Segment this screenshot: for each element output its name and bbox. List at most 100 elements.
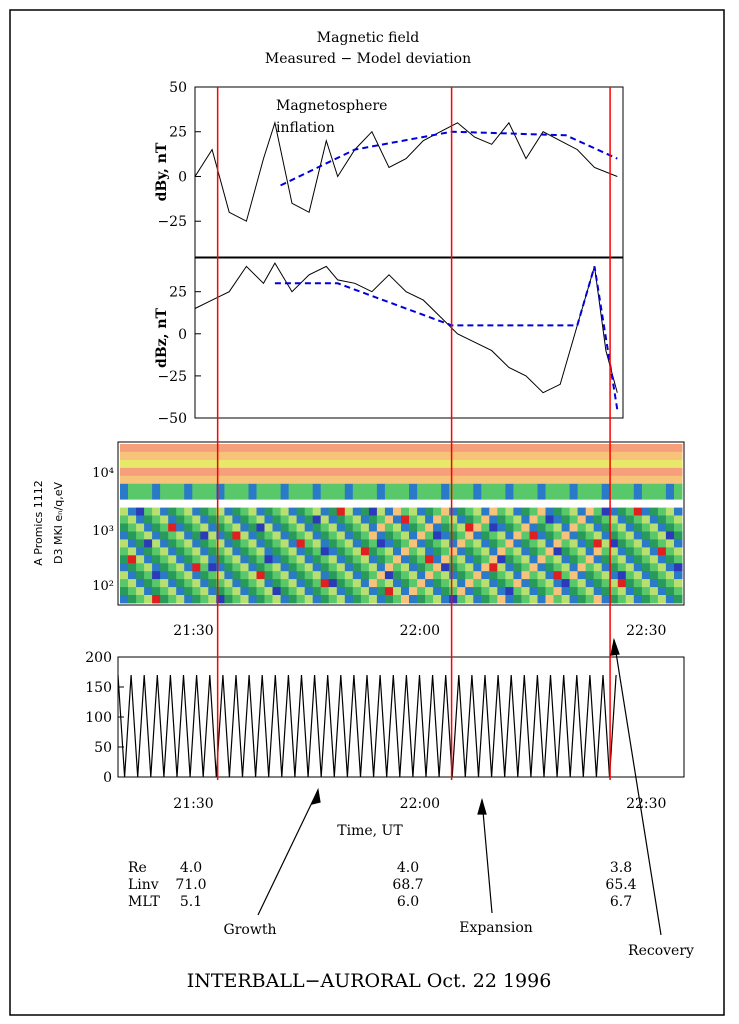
heatmap-cell: [344, 491, 354, 501]
heatmap-cell: [481, 507, 490, 516]
heatmap-cell: [232, 579, 241, 588]
ephem-label-re: Re: [128, 860, 147, 876]
heatmap-cell: [409, 555, 418, 564]
heatmap-cell: [665, 531, 675, 540]
heatmap-cell: [384, 475, 394, 485]
heatmap-cell: [120, 483, 129, 493]
heatmap-cell: [489, 483, 498, 493]
heatmap-cell: [441, 499, 450, 508]
heatmap-cell: [384, 539, 394, 548]
heatmap-cell: [401, 467, 410, 477]
heatmap-cell: [248, 475, 257, 485]
ephem-label-linv: Linv: [128, 877, 159, 893]
heatmap-cell: [320, 475, 330, 485]
heatmap-cell: [224, 587, 233, 596]
heatmap-cell: [368, 451, 378, 461]
heatmap-cell: [328, 507, 338, 516]
heatmap-cell: [529, 523, 538, 532]
heatmap-cell: [505, 499, 514, 508]
heatmap-cell: [617, 579, 627, 588]
heatmap-cell: [473, 571, 482, 580]
heatmap-cell: [553, 579, 562, 588]
heatmap-cell: [208, 444, 217, 453]
heatmap-cell: [304, 459, 314, 469]
heatmap-cell: [152, 579, 161, 588]
heatmap-cell: [609, 451, 619, 461]
heatmap-cell: [569, 491, 579, 501]
heatmap-cell: [649, 475, 659, 485]
heatmap-cell: [240, 467, 249, 477]
heatmap-cell: [457, 523, 466, 532]
heatmap-cell: [457, 507, 466, 516]
y-tick-label: −25: [157, 369, 187, 385]
heatmap-cell: [513, 459, 522, 469]
heatmap-cell: [473, 483, 482, 493]
heatmap-cell: [128, 571, 137, 580]
heatmap-cell: [144, 539, 153, 548]
heatmap-cell: [441, 563, 450, 572]
heatmap-cell: [208, 475, 217, 485]
heatmap-cell: [360, 579, 370, 588]
heatmap-cell: [240, 459, 249, 469]
heatmap-cell: [264, 563, 273, 572]
heatmap-cell: [368, 523, 378, 532]
heatmap-cell: [513, 555, 522, 564]
heatmap-cell: [393, 451, 402, 461]
heatmap-cell: [208, 571, 217, 580]
heatmap-cell: [240, 499, 249, 508]
heatmap-cell: [545, 563, 554, 572]
heatmap-cell: [489, 467, 498, 477]
heatmap-cell: [216, 539, 225, 548]
heatmap-cell: [513, 467, 522, 477]
heatmap-cell: [312, 595, 322, 604]
heatmap-cell: [489, 547, 498, 556]
heatmap-cell: [296, 515, 306, 524]
heatmap-cell: [384, 507, 394, 516]
heatmap-cell: [312, 539, 322, 548]
heatmap-cell: [368, 571, 378, 580]
heatmap-cell: [264, 491, 273, 501]
heatmap-cell: [216, 595, 225, 604]
heatmap-cell: [657, 451, 667, 461]
heatmap-cell: [489, 563, 498, 572]
heatmap-cell: [128, 507, 137, 516]
heatmap-cell: [136, 507, 145, 516]
heatmap-cell: [384, 587, 394, 596]
heatmap-cell: [409, 563, 418, 572]
heatmap-cell: [336, 475, 346, 485]
heatmap-cell: [521, 555, 530, 564]
heatmap-cell: [441, 579, 450, 588]
heatmap-cell: [296, 459, 306, 469]
heatmap-cell: [248, 579, 257, 588]
heatmap-cell: [168, 467, 177, 477]
panel-spectrogram-frame: [117, 441, 685, 606]
heatmap-cell: [425, 595, 434, 604]
heatmap-cell: [674, 491, 683, 501]
heatmap-cell: [272, 459, 281, 469]
heatmap-cell: [649, 571, 659, 580]
heatmap-cell: [352, 499, 362, 508]
heatmap-cell: [609, 459, 619, 469]
heatmap-cell: [641, 483, 651, 493]
heatmap-cell: [649, 587, 659, 596]
heatmap-cell: [352, 483, 362, 493]
heatmap-cell: [633, 451, 643, 461]
heatmap-cell: [553, 451, 562, 461]
heatmap-cell: [288, 444, 298, 453]
heatmap-cell: [465, 444, 474, 453]
heatmap-cell: [336, 563, 346, 572]
heatmap-cell: [609, 595, 619, 604]
heatmap-cell: [192, 459, 201, 469]
heatmap-cell: [376, 475, 386, 485]
heatmap-cell: [593, 539, 603, 548]
heatmap-cell: [577, 459, 587, 469]
heatmap-cell: [433, 579, 442, 588]
heatmap-cell: [152, 571, 161, 580]
heatmap-cell: [393, 531, 402, 540]
heatmap-cell: [625, 547, 635, 556]
heatmap-cell: [264, 483, 273, 493]
heatmap-cell: [561, 595, 571, 604]
heatmap-cell: [585, 587, 595, 596]
heatmap-cell: [633, 499, 643, 508]
heatmap-cell: [657, 595, 667, 604]
